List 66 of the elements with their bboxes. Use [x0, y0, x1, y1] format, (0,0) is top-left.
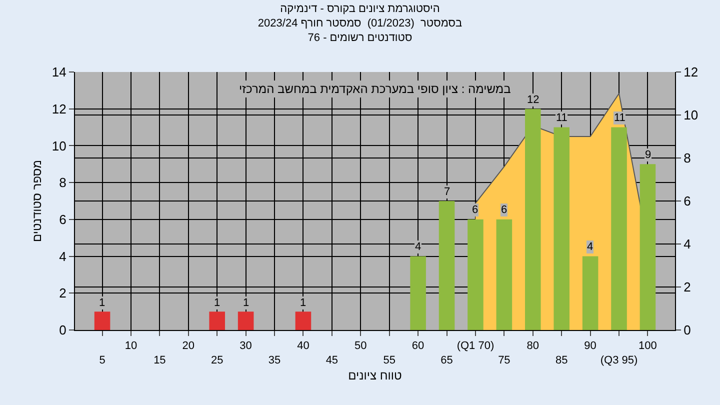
x-tick-label: 25 — [210, 354, 224, 366]
bar — [582, 256, 598, 330]
x-tick-label: 20 — [182, 340, 195, 352]
x-tick-label: 30 — [240, 340, 252, 352]
y-tick-label: 6 — [59, 212, 66, 227]
x-tick-label: 35 — [268, 354, 281, 366]
y-tick-label: 12 — [52, 101, 66, 116]
annotation: במשימה : ציון סופי במערכת האקדמית במחשב המרכזי — [239, 82, 511, 96]
x-axis-title: טווח ציונים — [348, 368, 402, 382]
y2-tick-label: 0 — [684, 322, 691, 338]
data-label: 11 — [614, 112, 626, 124]
x-tick-label: 75 — [498, 354, 510, 366]
x-tick-label: 85 — [555, 354, 568, 366]
y2-tick-label: 6 — [684, 194, 691, 209]
x-tick-label: 15 — [154, 354, 166, 366]
x-tick-label: 65 — [440, 354, 453, 366]
bar — [611, 127, 627, 330]
y-tick-label: 0 — [59, 322, 66, 338]
x-tick-label: 55 — [383, 354, 396, 366]
data-label: 12 — [527, 94, 540, 106]
y2-tick-label: 8 — [684, 150, 691, 166]
x-tick-label: 60 — [412, 340, 424, 352]
x-tick-label: 40 — [297, 340, 310, 352]
bar — [468, 219, 484, 330]
data-label: 4 — [415, 241, 422, 253]
data-label: 11 — [556, 112, 568, 124]
data-label: 6 — [501, 204, 508, 216]
y-tick-label: 8 — [59, 175, 66, 190]
x-tick-label: 10 — [124, 340, 138, 352]
y2-tick-label: 12 — [684, 64, 698, 80]
y-tick-label: 2 — [59, 286, 66, 301]
x-tick-label: 100 — [638, 340, 657, 352]
x-tick-label: 90 — [584, 340, 596, 352]
x-tick-label: (Q3 95) — [600, 354, 638, 366]
data-label: 1 — [214, 297, 220, 309]
y2-tick-label: 2 — [684, 280, 691, 295]
bar — [410, 256, 426, 330]
y-tick-label: 14 — [52, 64, 66, 80]
bar — [496, 219, 512, 330]
x-tick-label: 50 — [354, 340, 367, 352]
x-tick-label: 5 — [99, 354, 106, 366]
y-tick-label: 10 — [52, 138, 66, 154]
data-label: 6 — [472, 204, 478, 216]
bar — [438, 201, 455, 330]
chart-title: היסטוגרמת ציונים בקורס - דינמיקה — [280, 3, 440, 16]
data-label: 1 — [300, 297, 306, 309]
bar — [238, 312, 254, 330]
data-label: 9 — [645, 149, 652, 161]
chart-subtitle: בסמסטר (01/2023) סמסטר חורף 2023/24 סטודנטים רשומים - 76 — [258, 17, 462, 44]
x-tick-label: (Q1 70) — [456, 340, 494, 352]
y-axis-title: מספר סטודנטים — [30, 160, 44, 242]
bar — [640, 164, 656, 330]
y2-tick-label: 10 — [684, 108, 698, 123]
data-label: 4 — [587, 241, 594, 253]
x-tick-label: 80 — [526, 340, 540, 352]
bar — [525, 108, 541, 330]
bar — [554, 127, 570, 330]
data-label: 7 — [444, 186, 450, 198]
y-tick-label: 4 — [59, 248, 66, 264]
data-label: 1 — [243, 297, 250, 309]
bar — [295, 312, 312, 330]
y2-tick-label: 4 — [684, 236, 691, 252]
bar — [94, 312, 110, 330]
data-label: 1 — [99, 297, 106, 309]
x-tick-label: 45 — [326, 354, 338, 366]
bar — [209, 312, 225, 330]
